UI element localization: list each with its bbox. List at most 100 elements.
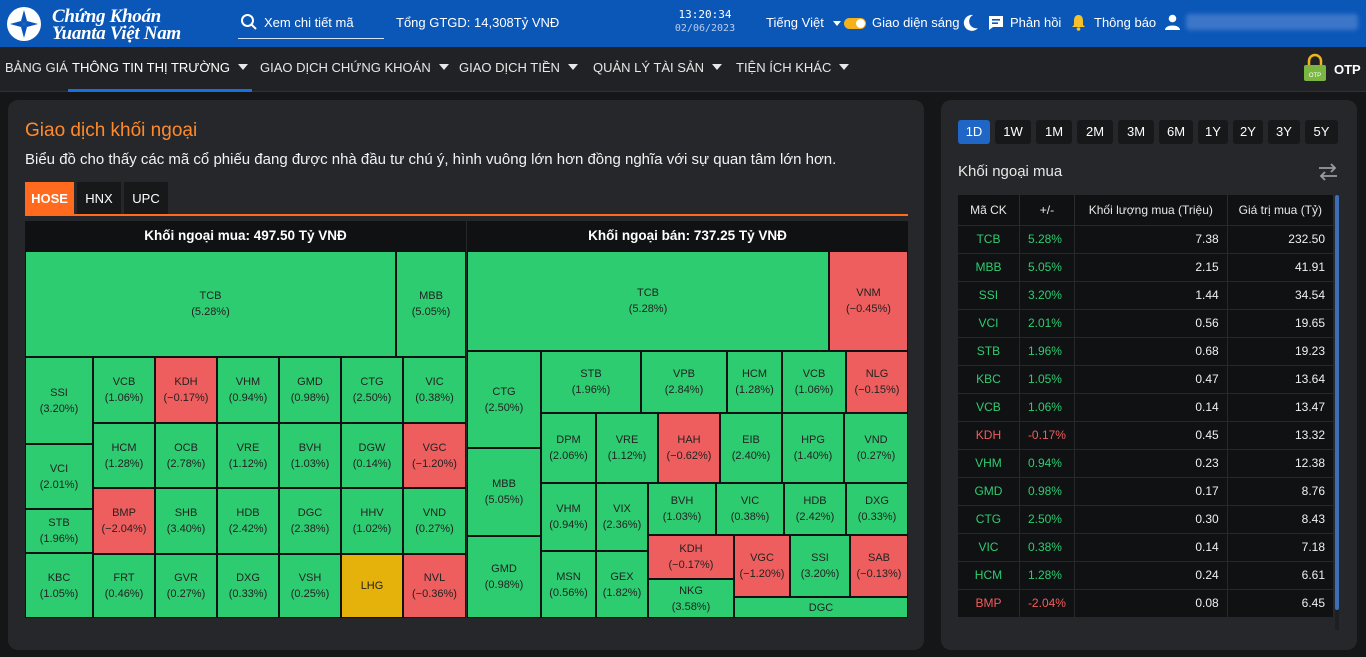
buy-tile-gvr[interactable]: GVR (0.27%) [155, 554, 217, 618]
buy-tile-mbb[interactable]: MBB (5.05%) [396, 251, 466, 357]
user-account-redacted[interactable] [1186, 14, 1358, 30]
buy-tile-vcb[interactable]: VCB (1.06%) [93, 357, 155, 423]
sell-tile-vnm[interactable]: VNM (−0.45%) [829, 251, 908, 351]
sell-tile-vcb[interactable]: VCB (1.06%) [782, 351, 846, 413]
sell-tile-vnd[interactable]: VND (0.27%) [844, 413, 908, 483]
tab-upc[interactable]: UPC [124, 182, 168, 215]
sell-tile-gmd[interactable]: GMD (0.98%) [467, 536, 541, 618]
sell-tile-tcb[interactable]: TCB (5.28%) [467, 251, 829, 351]
sell-tile-vhm[interactable]: VHM (0.94%) [541, 483, 596, 551]
sell-tile-vpb[interactable]: VPB (2.84%) [641, 351, 727, 413]
stock-search[interactable] [238, 10, 384, 39]
tab-hose[interactable]: HOSE [25, 182, 74, 215]
buy-tile-ctg[interactable]: CTG (2.50%) [341, 357, 403, 423]
sell-tile-eib[interactable]: EIB (2.40%) [720, 413, 782, 483]
table-row[interactable]: VCB 1.06% 0.14 13.47 [958, 392, 1335, 421]
sell-tile-vix[interactable]: VIX (2.36%) [596, 483, 648, 551]
sell-tile-msn[interactable]: MSN (0.56%) [541, 551, 596, 618]
buy-tile-hdb[interactable]: HDB (2.42%) [217, 488, 279, 554]
brand-name[interactable]: Chứng Khoán Yuanta Việt Nam [52, 7, 181, 43]
table-scrollbar[interactable] [1335, 195, 1339, 630]
buy-tile-ssi[interactable]: SSI (3.20%) [25, 357, 93, 444]
sell-tile-hpg[interactable]: HPG (1.40%) [782, 413, 844, 483]
swap-arrows-icon[interactable] [1317, 162, 1339, 182]
theme-label[interactable]: Giao diện sáng [872, 15, 960, 30]
otp-label[interactable]: OTP [1334, 62, 1361, 77]
table-row[interactable]: VHM 0.94% 0.23 12.38 [958, 448, 1335, 477]
buy-tile-hcm[interactable]: HCM (1.28%) [93, 423, 155, 488]
table-row[interactable]: CTG 2.50% 0.30 8.43 [958, 504, 1335, 533]
buy-tile-dgw[interactable]: DGW (0.14%) [341, 423, 403, 488]
period-tab-2y[interactable]: 2Y [1233, 120, 1263, 144]
sell-tile-sab[interactable]: SAB (−0.13%) [850, 535, 908, 597]
table-row[interactable]: MBB 5.05% 2.15 41.91 [958, 252, 1335, 281]
otp-lock-icon[interactable]: OTP [1303, 53, 1327, 83]
sell-tile-vic[interactable]: VIC (0.38%) [716, 483, 784, 535]
buy-tile-dgc[interactable]: DGC (2.38%) [279, 488, 341, 554]
buy-tile-bvh[interactable]: BVH (1.03%) [279, 423, 341, 488]
period-tab-5y[interactable]: 5Y [1305, 120, 1338, 144]
buy-tile-vre[interactable]: VRE (1.12%) [217, 423, 279, 488]
menu-other-utilities[interactable]: TIỆN ÍCH KHÁC [736, 47, 850, 92]
period-tab-1y[interactable]: 1Y [1198, 120, 1228, 144]
sell-tile-gex[interactable]: GEX (1.82%) [596, 551, 648, 618]
buy-tile-tcb[interactable]: TCB (5.28%) [25, 251, 396, 357]
buy-tile-dxg[interactable]: DXG (0.33%) [217, 554, 279, 618]
period-tab-3y[interactable]: 3Y [1268, 120, 1300, 144]
buy-tile-vci[interactable]: VCI (2.01%) [25, 444, 93, 509]
period-tab-3m[interactable]: 3M [1118, 120, 1154, 144]
sell-tile-kdh[interactable]: KDH (−0.17%) [648, 535, 734, 579]
theme-toggle[interactable] [844, 18, 866, 29]
search-input[interactable] [264, 12, 382, 32]
menu-securities-trading[interactable]: GIAO DỊCH CHỨNG KHOÁN [260, 47, 449, 92]
feedback-link[interactable]: Phản hồi [1010, 15, 1062, 30]
sell-tile-dxg[interactable]: DXG (0.33%) [846, 483, 908, 535]
buy-tile-vhm[interactable]: VHM (0.94%) [217, 357, 279, 423]
table-row[interactable]: GMD 0.98% 0.17 8.76 [958, 476, 1335, 505]
buy-tile-shb[interactable]: SHB (3.40%) [155, 488, 217, 554]
table-row[interactable]: HCM 1.28% 0.24 6.61 [958, 560, 1335, 589]
table-row[interactable]: SSI 3.20% 1.44 34.54 [958, 280, 1335, 309]
buy-tile-lhg[interactable]: LHG [341, 554, 403, 618]
buy-tile-vnd[interactable]: VND (0.27%) [403, 488, 466, 554]
table-row[interactable]: KBC 1.05% 0.47 13.64 [958, 364, 1335, 393]
buy-tile-vsh[interactable]: VSH (0.25%) [279, 554, 341, 618]
period-tab-2m[interactable]: 2M [1077, 120, 1113, 144]
buy-tile-ocb[interactable]: OCB (2.78%) [155, 423, 217, 488]
chevron-down-icon[interactable] [833, 21, 841, 26]
period-tab-6m[interactable]: 6M [1159, 120, 1193, 144]
sell-tile-hah[interactable]: HAH (−0.62%) [658, 413, 720, 483]
buy-tile-nvl[interactable]: NVL (−0.36%) [403, 554, 466, 618]
sell-tile-ctg[interactable]: CTG (2.50%) [467, 351, 541, 448]
notifications-link[interactable]: Thông báo [1094, 15, 1157, 30]
buy-tile-kbc[interactable]: KBC (1.05%) [25, 553, 93, 618]
yuanta-logo-icon[interactable] [6, 6, 42, 42]
sell-tile-vgc[interactable]: VGC (−1.20%) [734, 535, 790, 597]
language-selector[interactable]: Tiếng Việt [766, 15, 824, 30]
sell-tile-stb[interactable]: STB (1.96%) [541, 351, 641, 413]
moon-icon[interactable] [963, 14, 979, 32]
table-row[interactable]: STB 1.96% 0.68 19.23 [958, 336, 1335, 365]
sell-tile-hdb[interactable]: HDB (2.42%) [784, 483, 846, 535]
bell-icon[interactable] [1071, 14, 1086, 31]
table-row[interactable]: KDH -0.17% 0.45 13.32 [958, 420, 1335, 449]
sell-tile-mbb[interactable]: MBB (5.05%) [467, 448, 541, 536]
buy-tile-hhv[interactable]: HHV (1.02%) [341, 488, 403, 554]
table-row[interactable]: VIC 0.38% 0.14 7.18 [958, 532, 1335, 561]
tab-hnx[interactable]: HNX [77, 182, 121, 215]
table-row[interactable]: TCB 5.28% 7.38 232.50 [958, 224, 1335, 253]
buy-tile-kdh[interactable]: KDH (−0.17%) [155, 357, 217, 423]
sell-tile-vre[interactable]: VRE (1.12%) [596, 413, 658, 483]
feedback-icon[interactable] [988, 15, 1004, 31]
buy-tile-frt[interactable]: FRT (0.46%) [93, 554, 155, 618]
menu-price-board[interactable]: BẢNG GIÁ [5, 47, 68, 92]
menu-cash-trading[interactable]: GIAO DỊCH TIỀN [459, 47, 578, 92]
period-tab-1w[interactable]: 1W [995, 120, 1031, 144]
scrollbar-thumb[interactable] [1335, 195, 1339, 610]
sell-tile-dpm[interactable]: DPM (2.06%) [541, 413, 596, 483]
user-icon[interactable] [1165, 14, 1180, 30]
buy-tile-bmp[interactable]: BMP (−2.04%) [93, 488, 155, 554]
sell-tile-hcm[interactable]: HCM (1.28%) [727, 351, 782, 413]
buy-tile-stb[interactable]: STB (1.96%) [25, 509, 93, 553]
sell-tile-ssi[interactable]: SSI (3.20%) [790, 535, 850, 597]
